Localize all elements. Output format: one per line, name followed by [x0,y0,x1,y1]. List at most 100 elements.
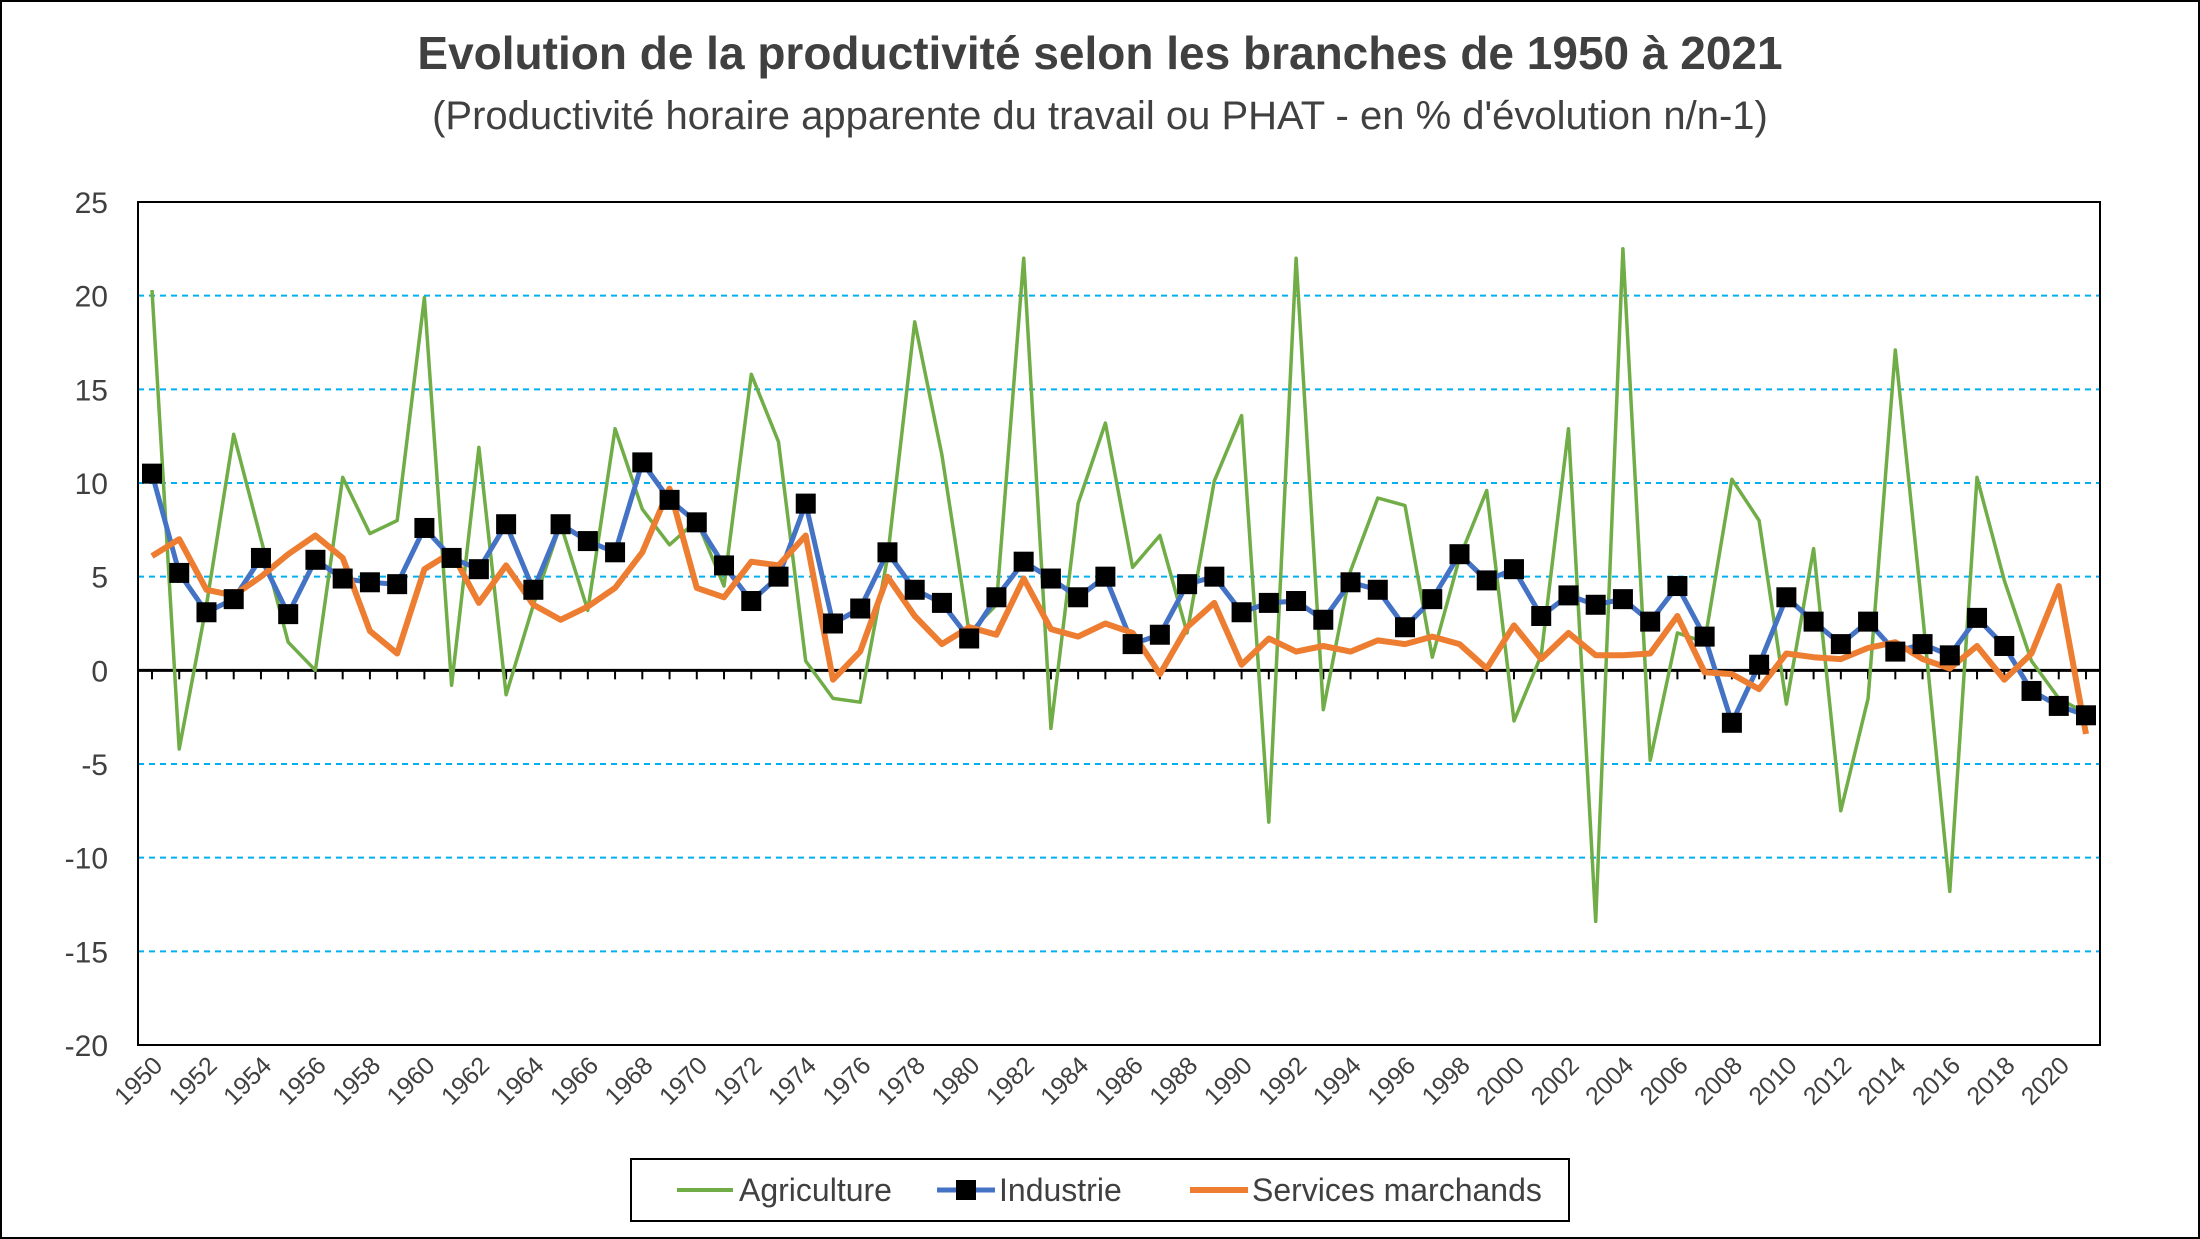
data-point-industrie [468,559,489,580]
x-tick-label: 2008 [1689,1051,1748,1110]
y-tick-label: 15 [75,374,108,407]
x-tick-label: 1968 [599,1051,658,1110]
data-point-industrie [2076,705,2096,726]
series-line-agriculture [150,247,2087,924]
data-point-industrie [1177,574,1198,595]
x-tick-label: 1994 [1308,1051,1367,1110]
x-tick-label: 1956 [273,1051,332,1110]
data-point-industrie [1313,609,1334,630]
data-point-industrie [686,512,707,533]
x-tick-label: 1998 [1417,1051,1476,1110]
x-tick-label: 1974 [763,1051,822,1110]
data-point-industrie [332,568,353,589]
x-tick-label: 1982 [981,1051,1040,1110]
legend-line-services [1190,1187,1248,1193]
data-point-industrie [1967,607,1988,628]
data-point-industrie [250,547,271,568]
x-tick-label: 2014 [1852,1051,1911,1110]
data-point-industrie [1939,645,1960,666]
data-point-industrie [1803,611,1824,632]
data-point-industrie [959,628,980,649]
x-tick-label: 2012 [1798,1051,1857,1110]
data-point-industrie [1122,634,1143,655]
data-point-industrie [496,514,517,535]
data-point-industrie [1612,589,1633,610]
y-tick-label: 10 [75,468,108,501]
data-point-industrie [577,531,598,552]
legend-label-agriculture: Agriculture [739,1172,892,1208]
x-tick-label: 1952 [164,1051,223,1110]
data-point-industrie [795,493,816,514]
y-tick-label: 5 [91,562,108,595]
x-tick-label: 2016 [1907,1051,1966,1110]
data-point-industrie [1667,576,1688,597]
data-point-industrie [1503,559,1524,580]
x-tick-label: 1972 [708,1051,767,1110]
legend-label-industrie: Industrie [999,1172,1122,1208]
x-tick-label: 1970 [654,1051,713,1110]
data-point-industrie [1749,654,1770,675]
data-point-industrie [986,587,1007,608]
data-point-industrie [2048,695,2069,716]
data-point-industrie [1258,592,1279,613]
x-tick-label: 1960 [382,1051,441,1110]
data-point-industrie [305,549,326,570]
legend-line-industrie [937,1180,995,1200]
y-tick-label: -15 [65,936,108,969]
data-point-industrie [1013,551,1034,572]
plot-area [137,201,2101,1046]
data-point-industrie [1858,611,1879,632]
data-point-industrie [1558,585,1579,606]
data-point-industrie [2021,680,2042,701]
x-tick-label: 2010 [1743,1051,1802,1110]
x-tick-label: 1992 [1253,1051,1312,1110]
x-tick-label: 1988 [1144,1051,1203,1110]
data-point-industrie [1449,544,1470,565]
x-tick-label: 2004 [1580,1051,1639,1110]
data-point-industrie [1776,587,1797,608]
x-tick-label: 1954 [218,1051,277,1110]
data-point-industrie [414,517,435,538]
data-point-industrie [1422,589,1443,610]
data-point-industrie [1040,568,1061,589]
x-tick-label: 1978 [872,1051,931,1110]
data-point-industrie [1721,712,1742,733]
x-tick-label: 2002 [1526,1051,1585,1110]
data-point-industrie [768,566,789,587]
data-point-industrie [659,489,680,510]
data-point-industrie [223,589,244,610]
x-tick-label: 1980 [926,1051,985,1110]
data-point-industrie [550,514,571,535]
data-point-industrie [1395,617,1416,638]
data-point-industrie [1585,594,1606,615]
data-point-industrie [1830,634,1851,655]
chart-subtitle: (Productivité horaire apparente du trava… [432,94,1768,138]
data-point-industrie [169,562,190,583]
data-point-industrie [1068,587,1089,608]
data-point-industrie [714,555,735,576]
legend-line-agriculture [677,1188,733,1192]
data-point-industrie [632,452,653,473]
data-point-industrie [142,463,162,484]
data-point-industrie [1286,591,1307,612]
data-point-industrie [1149,624,1170,645]
data-point-industrie [877,542,898,563]
data-point-industrie [1095,566,1116,587]
chart-title: Evolution de la productivité selon les b… [417,27,1783,79]
data-point-industrie [605,542,626,563]
data-point-industrie [1994,635,2015,656]
data-point-industrie [359,572,380,593]
data-point-industrie [1694,626,1715,647]
series-line-services-marchands [150,485,2089,735]
x-tick-label: 2018 [1961,1051,2020,1110]
data-point-industrie [523,579,544,600]
data-point-industrie [196,602,217,623]
y-tick-label: -10 [65,843,108,876]
data-point-industrie [1367,579,1388,600]
legend-label-services: Services marchands [1252,1172,1542,1208]
x-tick-label: 2000 [1471,1051,1530,1110]
data-point-industrie [1885,641,1906,662]
y-tick-label: -20 [65,1030,108,1063]
data-point-industrie [822,613,843,634]
